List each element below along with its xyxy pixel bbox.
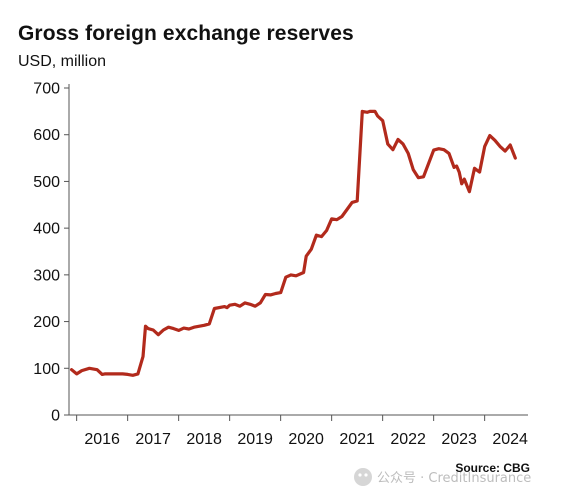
y-tick-label: 700 — [33, 81, 60, 98]
y-tick-label: 400 — [33, 221, 60, 238]
x-tick-label: 2023 — [441, 431, 477, 448]
watermark-text: 公众号 · CreditInsurance — [377, 471, 531, 486]
y-tick-label: 0 — [51, 408, 60, 425]
x-tick-label: 2021 — [339, 431, 375, 448]
x-tick-label: 2018 — [186, 431, 222, 448]
x-tick-label: 2017 — [135, 431, 171, 448]
y-tick-label: 200 — [33, 314, 60, 331]
y-tick-label: 100 — [33, 361, 60, 378]
x-tick-label: 2016 — [84, 431, 120, 448]
x-tick-label: 2024 — [492, 431, 528, 448]
y-tick-label: 300 — [33, 267, 60, 284]
chart-title: Gross foreign exchange reserves — [18, 22, 354, 45]
x-tick-label: 2019 — [237, 431, 273, 448]
x-tick-label: 2020 — [288, 431, 324, 448]
watermark: 公众号 · CreditInsurance — [354, 468, 531, 486]
series-line-0 — [69, 109, 517, 377]
x-tick-label: 2022 — [390, 431, 426, 448]
series-layer — [69, 109, 517, 377]
y-axis-label: USD, million — [18, 53, 106, 70]
y-tick-label: 600 — [33, 127, 60, 144]
wechat-icon — [354, 468, 372, 486]
source-note: Source: CBG — [455, 461, 530, 475]
axes: 0 100 200 300 400 500 600 700 2016 2017 2018 2019 20… — [33, 81, 528, 449]
y-tick-label: 500 — [33, 174, 60, 191]
